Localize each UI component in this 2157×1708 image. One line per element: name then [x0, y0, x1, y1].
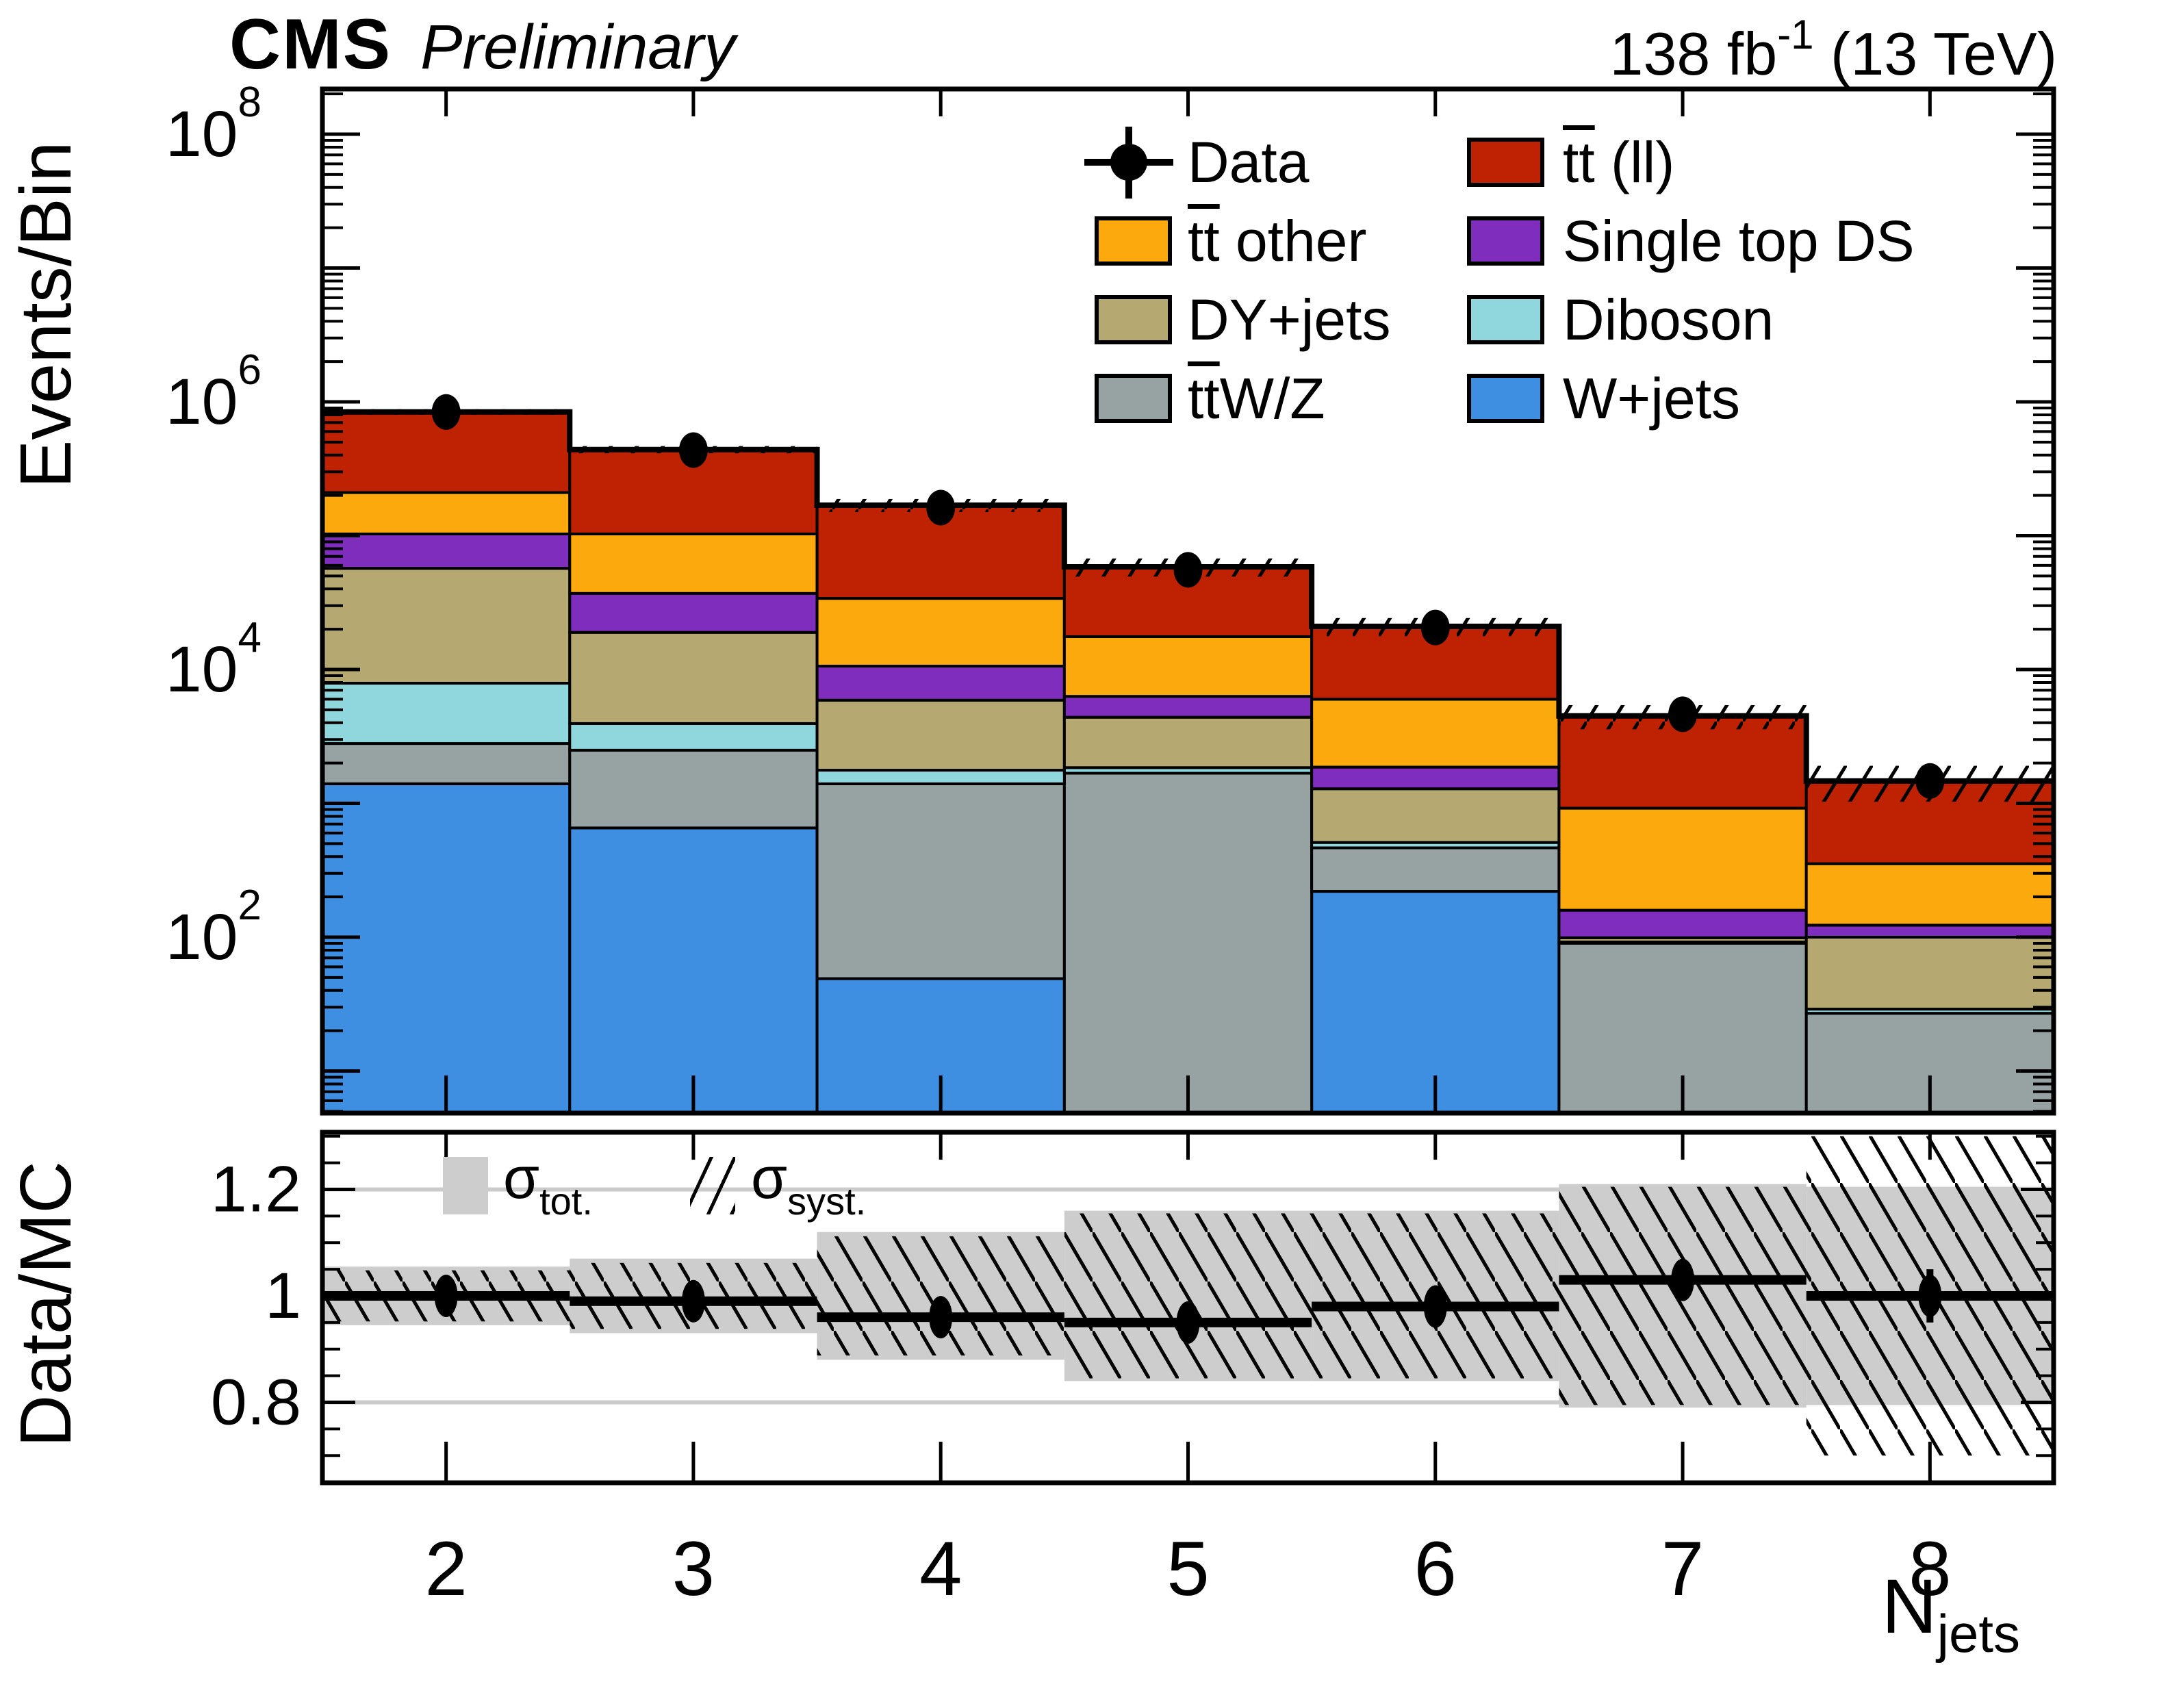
- bar-segment: [568, 826, 819, 1113]
- legend-label: W+jets: [1563, 366, 1741, 431]
- sigma-tot-label: σtot.: [503, 1145, 593, 1223]
- bar-segment: [1062, 635, 1314, 698]
- bar-segment: [815, 782, 1066, 980]
- bar-segment: [322, 491, 572, 535]
- legend-swatch-tt-other: [1095, 216, 1172, 266]
- ratio-data-point: [1671, 1258, 1695, 1301]
- legend-swatch-tt-ll: [1467, 138, 1544, 187]
- sigma-syst-label: σsyst.: [751, 1145, 867, 1223]
- x-tick-label-7: 7: [1661, 1526, 1704, 1611]
- ratio-data-point: [681, 1279, 705, 1323]
- bar-segment: [1804, 862, 2054, 927]
- legend-data-marker: [1084, 127, 1173, 199]
- data-point: [1173, 552, 1203, 588]
- legend-label: tt (ll): [1563, 130, 1675, 194]
- x-tick-label-6: 6: [1414, 1526, 1457, 1611]
- data-point: [926, 489, 956, 526]
- ratio-data-point: [929, 1296, 953, 1339]
- legend-swatch-single-top: [1467, 216, 1544, 266]
- stack-series-tt-other: [322, 491, 2054, 927]
- data-point: [1915, 763, 1945, 799]
- bar-segment: [1804, 936, 2054, 1011]
- energy-label: (13 TeV): [1813, 20, 2057, 88]
- axes-ticks: [322, 89, 2054, 1483]
- stack-series-single-top: [322, 532, 2054, 939]
- x-tick-label-2: 2: [424, 1526, 467, 1611]
- data-point: [1420, 609, 1450, 646]
- legend-swatch-diboson: [1467, 295, 1544, 344]
- bar-segment: [1062, 715, 1314, 769]
- lumi-value: 138 fb: [1609, 20, 1778, 88]
- bar-segment: [1062, 695, 1314, 719]
- x-tick-label-5: 5: [1166, 1526, 1209, 1611]
- bar-segment: [815, 769, 1066, 785]
- legend-label: DY+jets: [1188, 288, 1391, 352]
- bar-segment: [1310, 787, 1561, 844]
- bar-segment: [1804, 923, 2054, 939]
- bar-segment: [1557, 806, 1808, 912]
- ratio-tick-label-1.2: 1.2: [211, 1153, 301, 1226]
- x-tick-label-3: 3: [672, 1526, 715, 1611]
- x-axis-title: Njets: [1881, 1564, 2020, 1664]
- data-point: [678, 432, 708, 468]
- ratio-syst-unc-band: [1064, 1213, 1312, 1379]
- data-marker-dot: [1110, 144, 1147, 181]
- bar-segment: [815, 665, 1066, 702]
- bar-segment: [568, 630, 819, 725]
- ratio-data-point: [1176, 1301, 1200, 1344]
- luminosity-label: 138 fb-1 (13 TeV): [1610, 11, 2057, 89]
- main-overlays: [322, 394, 2054, 802]
- y-tick-label-10e6: 106: [166, 346, 261, 438]
- ratio-panel-content: [322, 1136, 2054, 1456]
- lumi-exponent: -1: [1777, 12, 1814, 58]
- bar-segment: [322, 532, 572, 570]
- bar-segment: [322, 782, 572, 1113]
- cms-label: CMS: [229, 5, 392, 84]
- bar-segment: [568, 532, 819, 595]
- stacked-histogram: [322, 410, 2054, 1113]
- ratio-tick-label-0.8: 0.8: [211, 1366, 301, 1439]
- x-tick-label-8: 8: [1909, 1526, 1951, 1611]
- legend-swatch-ttwz: [1095, 374, 1172, 423]
- bar-segment: [568, 722, 819, 752]
- stack-series-ttwz: [322, 742, 2054, 1113]
- bar-segment: [568, 591, 819, 634]
- bar-segment: [815, 698, 1066, 772]
- legend-label: ttW/Z: [1188, 366, 1325, 431]
- y-tick-label-10e8: 108: [166, 79, 261, 170]
- bar-segment: [1310, 846, 1561, 893]
- stack-series-dy-jets: [322, 567, 2054, 1011]
- legend-label: Diboson: [1563, 288, 1774, 352]
- bar-segment: [1310, 698, 1561, 769]
- y-tick-label-10e4: 104: [166, 614, 261, 706]
- x-tick-label-4: 4: [919, 1526, 962, 1611]
- bar-segment: [1557, 908, 1808, 939]
- legend-label: tt other: [1188, 209, 1367, 273]
- ratio-data-point: [1918, 1275, 1942, 1317]
- sigma-tot-swatch: [443, 1157, 488, 1214]
- bar-segment: [322, 682, 572, 745]
- sigma-syst-swatch: [690, 1157, 735, 1214]
- bar-segment: [322, 567, 572, 685]
- ratio-data-point: [434, 1275, 458, 1317]
- data-point: [431, 394, 461, 430]
- bar-segment: [815, 597, 1066, 668]
- data-point: [1668, 696, 1698, 732]
- y-tick-label-10e2: 102: [166, 882, 261, 973]
- bar-segment: [322, 742, 572, 785]
- bar-segment: [1310, 765, 1561, 791]
- plot-header-left: CMS Preliminary: [229, 4, 735, 86]
- preliminary-label: Preliminary: [420, 12, 736, 82]
- legend-label: Single top DS: [1563, 209, 1915, 273]
- legend-swatch-w-jets: [1467, 374, 1544, 423]
- ratio-tick-label-1: 1: [265, 1260, 301, 1332]
- ratio-data-point: [1423, 1285, 1447, 1328]
- bar-segment: [1062, 772, 1314, 1113]
- bar-segment: [568, 748, 819, 830]
- legend-swatch-dy-jets: [1095, 295, 1172, 344]
- legend-label: Data: [1188, 130, 1310, 194]
